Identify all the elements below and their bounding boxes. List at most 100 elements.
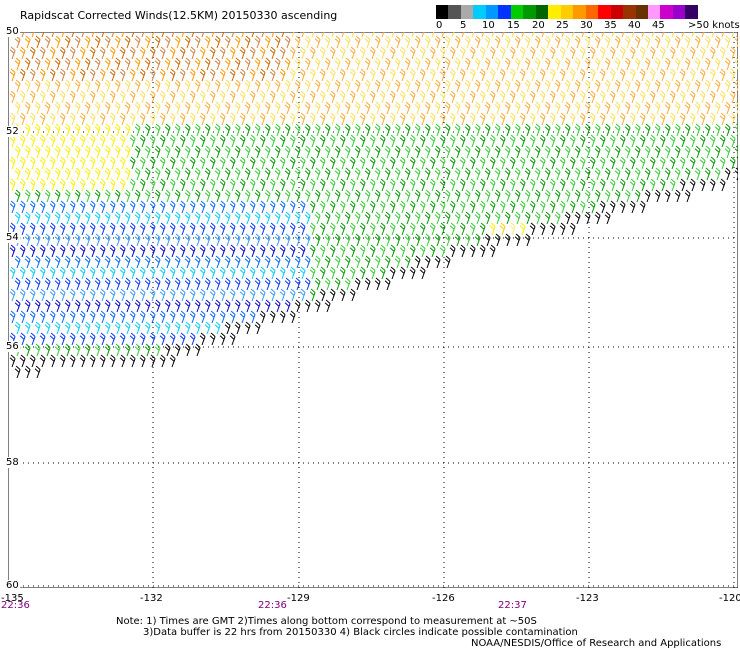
wind-barb xyxy=(424,167,431,181)
wind-barb xyxy=(44,145,51,159)
wind-barb xyxy=(649,46,656,60)
wind-barb xyxy=(114,255,121,269)
wind-barb xyxy=(229,288,236,302)
wind-barb xyxy=(149,156,156,170)
wind-barb xyxy=(374,233,381,247)
wind-barb xyxy=(419,156,426,170)
colorbar-swatch xyxy=(535,5,549,19)
wind-barb xyxy=(324,211,331,225)
wind-barb xyxy=(249,156,256,170)
wind-barb xyxy=(654,167,661,181)
wind-barb xyxy=(524,79,531,93)
wind-barb xyxy=(549,222,556,236)
wind-barb xyxy=(44,343,51,357)
wind-barb xyxy=(414,79,421,93)
wind-barb xyxy=(104,343,111,357)
wind-barb xyxy=(254,255,261,269)
wind-barb xyxy=(684,145,691,159)
wind-barb xyxy=(164,321,171,335)
wind-barb xyxy=(189,178,196,192)
wind-barb xyxy=(194,189,201,203)
wind-barb xyxy=(354,145,361,159)
wind-barb xyxy=(99,288,106,302)
wind-barb xyxy=(209,200,216,214)
wind-barb xyxy=(169,156,176,170)
wind-barb xyxy=(99,46,106,60)
wind-barb xyxy=(459,222,466,236)
wind-barb xyxy=(214,233,221,247)
wind-barb xyxy=(549,200,556,214)
wind-barb xyxy=(9,244,16,258)
wind-barb xyxy=(249,310,256,324)
wind-barb xyxy=(119,310,126,324)
colorbar-swatch xyxy=(623,5,636,19)
wind-barb xyxy=(599,134,606,148)
wind-barb xyxy=(29,156,36,170)
wind-barb xyxy=(724,101,731,115)
wind-barb xyxy=(359,134,366,148)
wind-barb xyxy=(204,35,211,49)
wind-barb xyxy=(224,145,231,159)
wind-barb xyxy=(229,222,236,236)
wind-barb xyxy=(71,32,76,38)
wind-barb xyxy=(374,277,381,291)
wind-barb xyxy=(574,79,581,93)
wind-barb xyxy=(124,299,131,313)
wind-barb xyxy=(39,266,46,280)
wind-barb xyxy=(344,233,351,247)
wind-barb xyxy=(529,178,536,192)
wind-barb xyxy=(569,90,576,104)
wind-barb xyxy=(279,244,286,258)
wind-barb xyxy=(54,343,61,357)
wind-barb xyxy=(149,68,156,82)
wind-barb xyxy=(334,101,341,115)
wind-barb xyxy=(59,112,66,126)
wind-barb xyxy=(249,178,256,192)
wind-barb xyxy=(154,211,161,225)
wind-barb xyxy=(224,211,231,225)
wind-barb xyxy=(109,354,116,368)
lat-label-54: 54 xyxy=(5,232,20,243)
wind-barb xyxy=(109,200,116,214)
wind-barb xyxy=(219,222,226,236)
wind-barb xyxy=(379,68,386,82)
wind-barb xyxy=(64,167,71,181)
wind-barb xyxy=(379,266,386,280)
wind-barb xyxy=(144,255,151,269)
wind-barb xyxy=(179,332,186,346)
wind-barb xyxy=(164,57,171,71)
wind-barb xyxy=(431,32,436,38)
wind-barb xyxy=(149,354,156,368)
wind-barb xyxy=(474,145,481,159)
wind-barb xyxy=(209,134,216,148)
wind-barb xyxy=(14,211,21,225)
wind-barb xyxy=(134,145,141,159)
wind-barb xyxy=(189,310,196,324)
wind-barb xyxy=(444,233,451,247)
wind-barb xyxy=(99,222,106,236)
wind-barb xyxy=(339,46,346,60)
wind-barb xyxy=(619,178,626,192)
wind-barb xyxy=(224,101,231,115)
wind-barb xyxy=(49,310,56,324)
wind-barb xyxy=(444,79,451,93)
wind-barb xyxy=(329,200,336,214)
wind-barb xyxy=(639,200,646,214)
wind-barb xyxy=(224,167,231,181)
wind-barb xyxy=(279,288,286,302)
wind-barb xyxy=(574,101,581,115)
wind-barb xyxy=(671,32,676,38)
wind-barb xyxy=(669,46,676,60)
wind-barb xyxy=(39,332,46,346)
wind-barb xyxy=(149,310,156,324)
wind-barb xyxy=(189,90,196,104)
wind-barb xyxy=(104,299,111,313)
wind-barb xyxy=(624,189,631,203)
wind-barb xyxy=(309,288,316,302)
wind-barb xyxy=(414,189,421,203)
wind-barb xyxy=(154,101,161,115)
wind-barb xyxy=(9,288,16,302)
wind-barb xyxy=(259,222,266,236)
wind-barb xyxy=(189,288,196,302)
wind-barb xyxy=(389,222,396,236)
